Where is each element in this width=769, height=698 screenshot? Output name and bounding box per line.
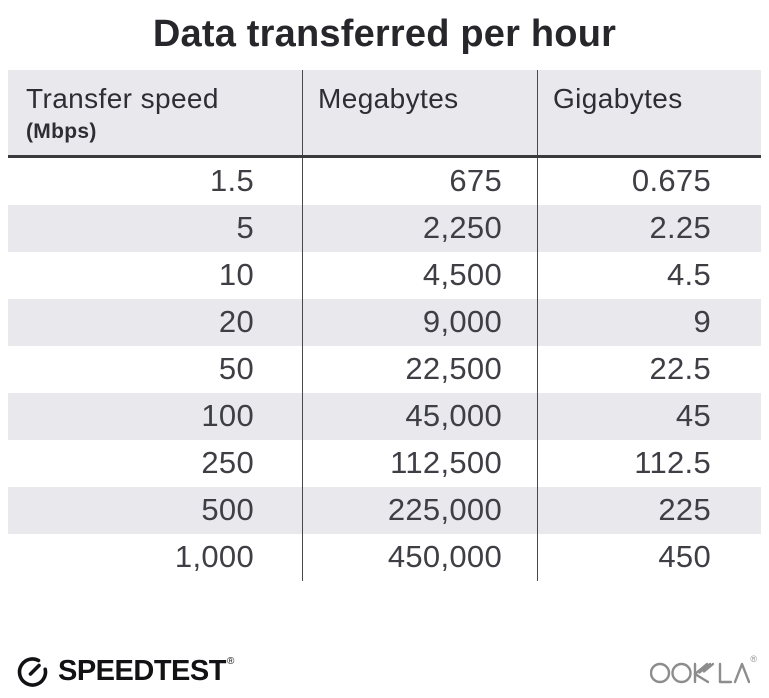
column-header-transfer-speed: Transfer speed (Mbps): [8, 70, 302, 155]
table-row: 50 22,500 22.5: [8, 345, 761, 393]
table-row: 100 45,000 45: [8, 392, 761, 440]
column-header-unit: (Mbps): [26, 119, 97, 143]
gauge-icon: [14, 653, 51, 690]
table-row: 1.5 675 0.675: [8, 157, 761, 205]
cell-megabytes: 4,500: [302, 251, 537, 299]
cell-transfer-speed: 10: [218, 257, 254, 293]
cell-transfer-speed: 250: [201, 445, 254, 481]
registered-trademark-icon: ®: [226, 656, 235, 667]
table-row: 20 9,000 9: [8, 298, 761, 346]
column-header-label: Megabytes: [318, 82, 459, 114]
cell-megabytes: 225,000: [302, 486, 537, 534]
cell-gigabytes: 225: [537, 486, 761, 534]
speedtest-wordmark: SPEEDTEST: [58, 655, 226, 687]
table-header-row: Transfer speed (Mbps) Megabytes Gigabyte…: [8, 69, 761, 158]
page-title: Data transferred per hour: [152, 13, 617, 55]
cell-transfer-speed: 100: [201, 398, 254, 434]
cell-megabytes: 2,250: [302, 204, 537, 252]
data-table: Transfer speed (Mbps) Megabytes Gigabyte…: [8, 69, 761, 581]
cell-gigabytes: 9: [537, 298, 761, 346]
cell-gigabytes: 4.5: [537, 251, 761, 299]
cell-megabytes: 9,000: [302, 298, 537, 346]
cell-transfer-speed: 50: [218, 351, 254, 387]
cell-transfer-speed: 1,000: [174, 539, 254, 575]
cell-megabytes: 22,500: [302, 345, 537, 393]
column-header-label: Transfer speed: [26, 82, 219, 114]
column-header-gigabytes: Gigabytes: [537, 69, 761, 155]
cell-transfer-speed: 5: [236, 210, 254, 246]
cell-transfer-speed: 20: [218, 304, 254, 340]
cell-megabytes: 112,500: [302, 439, 537, 487]
ookla-wordmark-icon: [650, 653, 751, 690]
cell-gigabytes: 2.25: [537, 204, 761, 252]
table-row: 1,000 450,000 450: [8, 533, 761, 581]
table-row: 10 4,500 4.5: [8, 251, 761, 299]
table-row: 250 112,500 112.5: [8, 439, 761, 487]
cell-gigabytes: 112.5: [537, 439, 761, 487]
cell-gigabytes: 0.675: [537, 157, 761, 205]
cell-gigabytes: 450: [537, 533, 761, 581]
table-row: 500 225,000 225: [8, 486, 761, 534]
table-row: 5 2,250 2.25: [8, 204, 761, 252]
cell-gigabytes: 22.5: [537, 345, 761, 393]
cell-transfer-speed: 500: [201, 492, 254, 528]
column-header-label: Gigabytes: [553, 82, 683, 114]
cell-transfer-speed: 1.5: [210, 163, 254, 199]
speedtest-logo: SPEEDTEST ®: [14, 653, 234, 690]
cell-megabytes: 450,000: [302, 533, 537, 581]
column-header-megabytes: Megabytes: [302, 69, 537, 155]
cell-megabytes: 675: [302, 157, 537, 205]
registered-trademark-icon: ®: [750, 654, 757, 664]
footer: SPEEDTEST ® ®: [14, 653, 757, 690]
table-body: 1.5 675 0.675 5 2,250 2.25 10 4,500 4.5 …: [8, 157, 761, 581]
ookla-logo: ®: [650, 653, 757, 690]
cell-megabytes: 45,000: [302, 392, 537, 440]
cell-gigabytes: 45: [537, 392, 761, 440]
